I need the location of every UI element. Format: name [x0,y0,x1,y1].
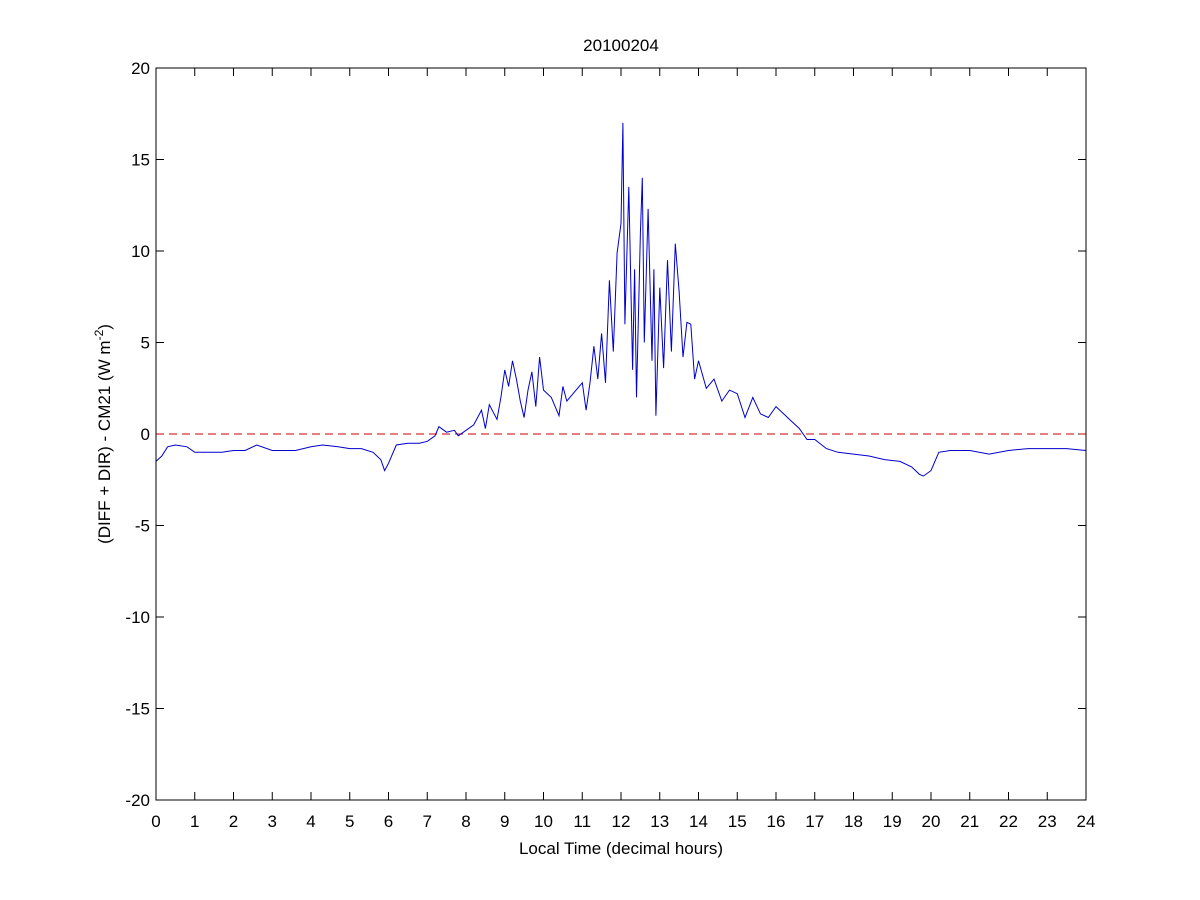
y-tick-label: 20 [131,59,150,78]
x-tick-label: 15 [728,812,747,831]
x-tick-label: 3 [268,812,277,831]
tick-labels: 0 1 2 3 4 5 6 7 8 9 10 11 12 13 14 15 16 17 18 19 20 21 22 23 24… [125,59,1095,831]
y-axis-label: (DIFF + DIR) - CM21 (W m-2) [92,324,114,544]
x-tick-label: 5 [345,812,354,831]
x-tick-label: 24 [1077,812,1096,831]
y-tick-label: -15 [125,700,150,719]
y-tick-label: 10 [131,242,150,261]
x-tick-label: 17 [805,812,824,831]
y-tick-label: -20 [125,791,150,810]
x-tick-label: 22 [999,812,1018,831]
series-line [155,122,1087,477]
plot-area [156,68,1086,800]
y-axis-label-main: (DIFF + DIR) - CM21 (W m [95,340,114,544]
x-tick-label: 11 [573,812,591,831]
x-tick-label: 9 [500,812,509,831]
plot-frame [155,67,1087,801]
x-tick-label: 14 [689,812,708,831]
x-tick-label: 20 [922,812,941,831]
chart-title: 20100204 [583,36,659,55]
x-tick-label: 13 [650,812,669,831]
x-tick-label: 4 [306,812,315,831]
x-tick-label: 2 [229,812,238,831]
axis-ticks [155,67,1087,801]
x-tick-label: 6 [384,812,393,831]
x-tick-label: 21 [960,812,979,831]
x-tick-label: 1 [190,812,199,831]
y-tick-label: 5 [141,334,150,353]
y-tick-label: 0 [141,425,150,444]
y-tick-label: -5 [135,517,150,536]
x-tick-label: 12 [612,812,631,831]
x-tick-label: 7 [423,812,432,831]
x-tick-label: 8 [461,812,470,831]
x-tick-label: 10 [534,812,553,831]
y-tick-label: -10 [125,608,150,627]
x-tick-label: 0 [151,812,160,831]
x-axis-label: Local Time (decimal hours) [519,839,723,858]
y-axis-label-close: ) [95,324,114,330]
y-axis-label-superscript: -2 [92,329,106,340]
x-tick-label: 23 [1038,812,1057,831]
y-tick-label: 15 [131,151,150,170]
x-tick-label: 18 [844,812,863,831]
x-tick-label: 19 [883,812,902,831]
x-tick-label: 16 [767,812,786,831]
